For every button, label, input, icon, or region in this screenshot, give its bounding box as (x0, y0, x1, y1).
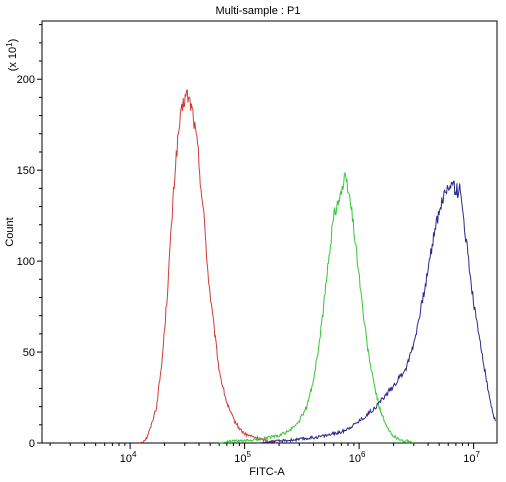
y-axis-label: Count (4, 217, 16, 246)
y-tick-label: 50 (23, 347, 35, 359)
x-tick-label: 106 (349, 450, 366, 465)
x-tick-base: 10 (120, 453, 132, 465)
chart-title: Multi-sample : P1 (216, 5, 301, 17)
x-axis-ticks: 104 105 106 107 (49, 443, 481, 465)
y-tick-label: 150 (17, 165, 35, 177)
y-tick-label: 0 (29, 438, 35, 450)
x-tick-exponent: 5 (247, 450, 252, 459)
series-line-0 (139, 89, 279, 444)
y-multiplier-exponent: 1 (5, 42, 14, 47)
y-multiplier-suffix: ) (7, 39, 19, 43)
y-multiplier-label: (x 101) (5, 39, 19, 72)
y-tick-label: 200 (17, 74, 35, 86)
x-tick-base: 10 (349, 453, 361, 465)
x-tick-base: 10 (234, 453, 246, 465)
plot-frame (41, 20, 498, 444)
x-axis-label: FITC-A (249, 466, 285, 478)
x-tick-exponent: 6 (361, 450, 366, 459)
y-tick-label: 100 (17, 256, 35, 268)
series-line-1 (219, 171, 414, 445)
x-tick-exponent: 7 (476, 450, 481, 459)
series-line-2 (257, 180, 496, 445)
x-tick-label: 107 (463, 450, 480, 465)
y-axis-ticks: 0 50 100 150 200 (17, 24, 42, 450)
x-tick-label: 105 (234, 450, 251, 465)
x-tick-base: 10 (463, 453, 475, 465)
y-multiplier-prefix: (x 10 (7, 47, 19, 71)
series-layer (139, 89, 496, 445)
x-tick-exponent: 4 (132, 450, 137, 459)
x-tick-label: 104 (120, 450, 137, 465)
